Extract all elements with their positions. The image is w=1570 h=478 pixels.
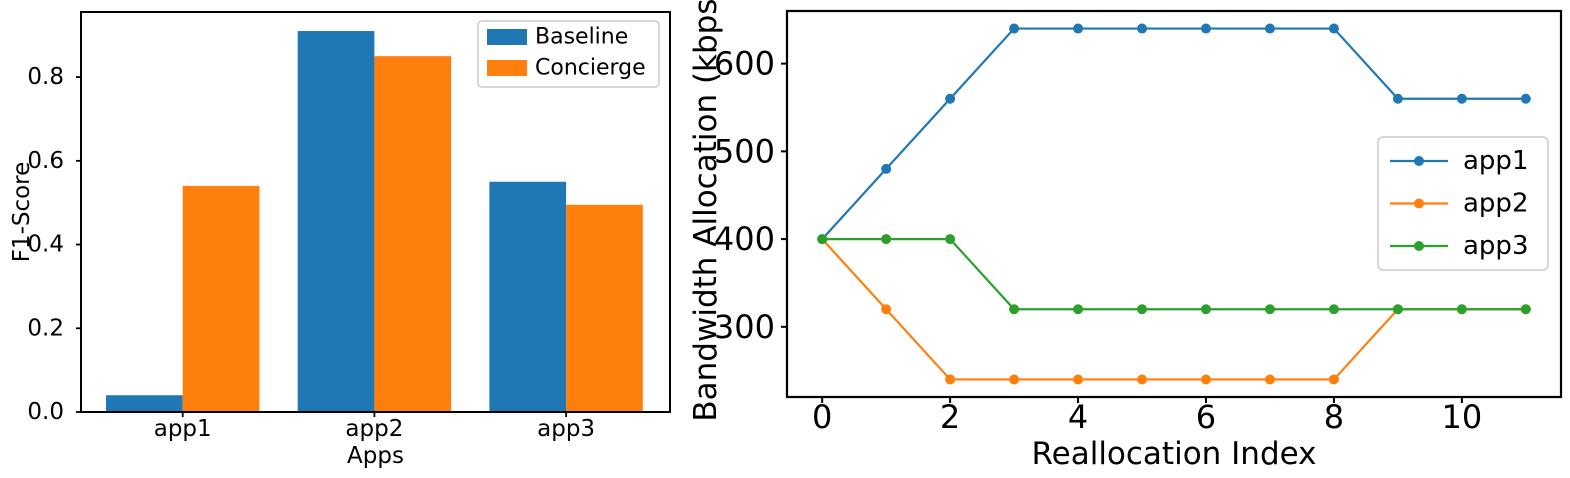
- y-tick-label: 400: [714, 220, 775, 258]
- x-tick-label: 10: [1441, 398, 1482, 436]
- point-app3-9: [1392, 304, 1403, 315]
- y-tick-label: 500: [714, 132, 775, 170]
- point-app3-4: [1073, 304, 1084, 315]
- point-app1-9: [1392, 93, 1403, 104]
- point-app3-3: [1009, 304, 1020, 315]
- point-app1-3: [1009, 23, 1020, 34]
- point-app3-7: [1264, 304, 1275, 315]
- bar-baseline-app1: [106, 395, 183, 412]
- x-tick-label: 8: [1324, 398, 1344, 436]
- point-app2-7: [1264, 374, 1275, 385]
- y-tick-label: 0.6: [27, 148, 64, 174]
- point-app2-5: [1137, 374, 1148, 385]
- y-tick-label: 0.2: [27, 315, 64, 341]
- point-app2-8: [1328, 374, 1339, 385]
- bar-baseline-app3: [489, 181, 567, 412]
- point-app1-2: [945, 93, 956, 104]
- x-axis-label: Reallocation Index: [1031, 436, 1316, 472]
- f1-score-bar-chart: 0.0 0.2 0.4 0.6 0.8 app1 app2 app3 Apps F1-Score B…: [9, 11, 671, 469]
- line-app1: [821, 27, 1526, 240]
- legend-marker-app3: [1414, 241, 1424, 251]
- point-app1-10: [1456, 93, 1467, 104]
- x-tick-label: app3: [537, 416, 595, 442]
- legend-label-baseline: Baseline: [535, 25, 628, 50]
- point-app2-4: [1073, 374, 1084, 385]
- y-tick-label: 0.0: [27, 399, 64, 425]
- legend-label-app3: app3: [1463, 231, 1528, 261]
- bar-concierge-app1: [182, 185, 260, 412]
- point-app3-6: [1200, 304, 1211, 315]
- legend-swatch-baseline: [487, 29, 527, 45]
- point-app3-1: [881, 234, 892, 245]
- point-app1-4: [1073, 23, 1084, 34]
- point-app3-11: [1520, 304, 1531, 315]
- bar-baseline-app2: [297, 31, 375, 413]
- legend-label-app2: app2: [1463, 189, 1528, 219]
- y-tick-label: 0.8: [27, 64, 64, 90]
- x-tick-label: 0: [812, 398, 832, 436]
- point-app2-1: [881, 304, 892, 315]
- x-tick-label: 4: [1068, 398, 1088, 436]
- y-axis-label: Bandwidth Allocation (kbps): [688, 0, 724, 422]
- y-tick-label: 600: [714, 45, 775, 83]
- point-app3-0: [817, 234, 828, 245]
- y-tick-label: 0.4: [27, 232, 64, 258]
- point-app1-6: [1200, 23, 1211, 34]
- x-axis-label: Apps: [347, 443, 404, 469]
- point-app2-6: [1200, 374, 1211, 385]
- legend-label-concierge: Concierge: [535, 56, 646, 81]
- point-app3-10: [1456, 304, 1467, 315]
- x-tick-label: 2: [940, 398, 960, 436]
- legend-box: [1377, 136, 1549, 271]
- point-app2-3: [1009, 374, 1020, 385]
- x-tick-label: 6: [1196, 398, 1216, 436]
- legend-marker-app1: [1414, 156, 1424, 166]
- y-tick-label: 300: [714, 308, 775, 346]
- point-app3-8: [1328, 304, 1339, 315]
- point-app3-5: [1137, 304, 1148, 315]
- line-app3: [822, 237, 1526, 311]
- plot-frame: [80, 11, 671, 413]
- x-tick-label: app2: [345, 416, 403, 442]
- legend-swatch-concierge: [487, 60, 527, 76]
- plot-frame: [785, 9, 1563, 399]
- y-axis-label: F1-Score: [9, 162, 35, 263]
- bandwidth-line-chart: 300 400 500 600 0 2 4 6 8 10 Reallocation Index Ban…: [688, 0, 1563, 472]
- point-app1-11: [1520, 93, 1531, 104]
- bar-concierge-app2: [374, 56, 452, 413]
- legend-marker-app2: [1414, 198, 1424, 209]
- legend-label-app1: app1: [1463, 146, 1528, 176]
- x-tick-label: app1: [154, 416, 212, 442]
- point-app1-1: [881, 163, 892, 174]
- point-app2-2: [945, 374, 956, 385]
- point-app1-7: [1264, 23, 1275, 34]
- point-app1-5: [1137, 23, 1148, 34]
- bar-concierge-app3: [566, 204, 643, 412]
- point-app1-8: [1328, 23, 1339, 34]
- point-app3-2: [945, 234, 956, 245]
